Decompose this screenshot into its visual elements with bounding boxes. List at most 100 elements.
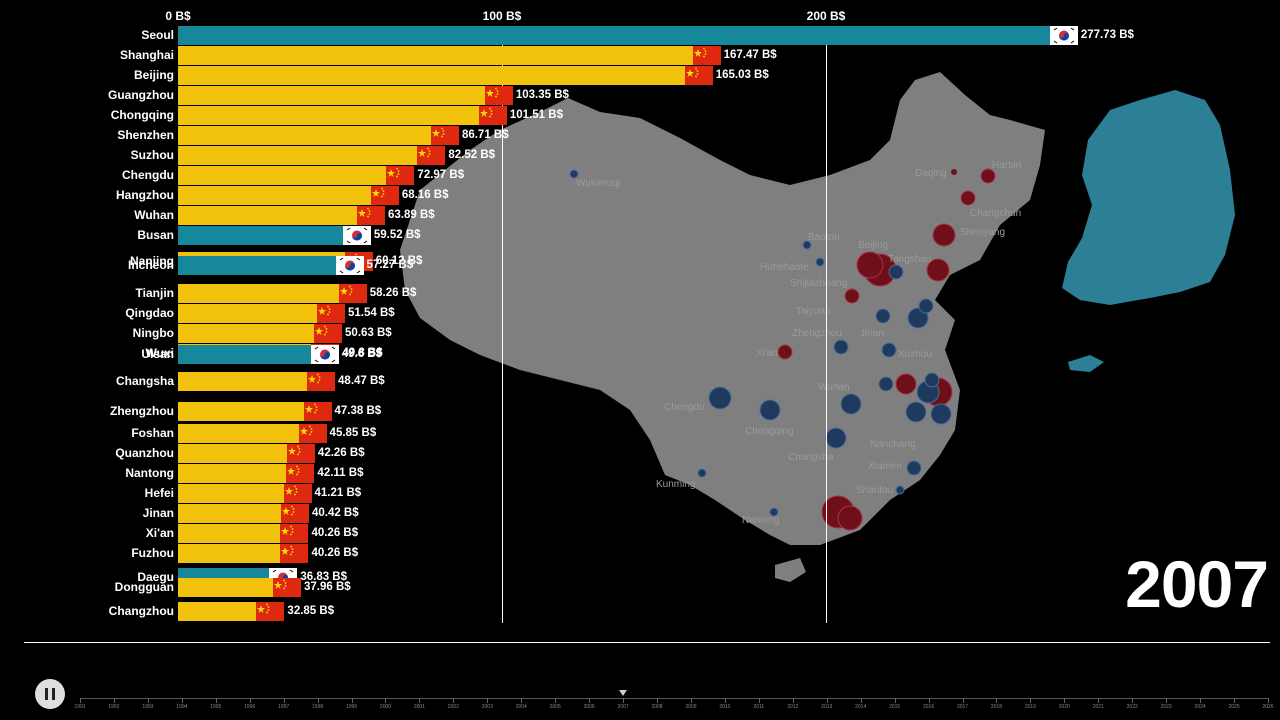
timeline-year-label[interactable]: 1991 — [74, 704, 86, 710]
map-city-label: Shantou — [856, 485, 893, 496]
timeline-tick — [690, 698, 692, 703]
bar-row: Tianjin 58.26 B$ — [0, 284, 1280, 303]
timeline-year-label[interactable]: 2002 — [447, 704, 459, 710]
pause-icon — [45, 688, 48, 700]
china-flag-icon — [430, 126, 459, 145]
timeline-tick — [453, 698, 455, 703]
category-label: Hangzhou — [116, 188, 174, 202]
category-label: Jinan — [142, 506, 174, 520]
timeline-tick — [1234, 698, 1236, 703]
value-label: 59.52 B$ — [373, 229, 421, 241]
hainan-island — [775, 558, 806, 582]
value-label: 57.27 B$ — [366, 259, 414, 271]
bar — [178, 324, 315, 343]
china-flag-icon — [316, 304, 345, 323]
bar — [178, 256, 336, 275]
bar — [178, 186, 371, 205]
timeline-year-label[interactable]: 2020 — [1058, 704, 1070, 710]
timeline-year-label[interactable]: 1992 — [108, 704, 120, 710]
timeline-year-label[interactable]: 2017 — [956, 704, 969, 710]
category-label: Quanzhou — [115, 446, 174, 460]
timeline-year-label[interactable]: 2019 — [1024, 704, 1036, 710]
category-label: Ningbo — [132, 326, 174, 340]
bar-row: Dongguan 37.96 B$ — [0, 578, 1280, 597]
timeline-year-label[interactable]: 1995 — [210, 704, 222, 710]
timeline-year-label[interactable]: 1998 — [312, 704, 324, 710]
value-label: 41.21 B$ — [314, 487, 362, 499]
timeline-year-label[interactable]: 2000 — [379, 704, 392, 710]
timeline-year-label[interactable]: 2026 — [1262, 704, 1274, 710]
timeline-year-label[interactable]: 2014 — [855, 704, 867, 710]
timeline-year-label[interactable]: 2004 — [515, 704, 527, 710]
bar-row: Quanzhou 42.26 B$ — [0, 444, 1280, 463]
value-label: 37.96 B$ — [303, 581, 351, 593]
timeline-year-label[interactable]: 1994 — [176, 704, 188, 710]
bar — [178, 226, 343, 245]
timeline-year-label[interactable]: 2001 — [413, 704, 425, 710]
timeline-scrubber[interactable]: 1991 1992 1993 1994 1995 1996 1997 1998 1999 2000… — [74, 698, 1274, 714]
value-label: 40.26 B$ — [311, 527, 359, 539]
timeline-year-label[interactable]: 2011 — [753, 704, 765, 710]
timeline-year-label[interactable]: 2005 — [549, 704, 561, 710]
value-label: 277.73 B$ — [1080, 29, 1134, 41]
south-korea-flag-icon — [1049, 26, 1078, 45]
timeline-tick — [1200, 698, 1202, 703]
bar — [178, 602, 257, 621]
timeline-year-label[interactable]: 2008 — [651, 704, 663, 710]
value-label: 40.26 B$ — [311, 547, 359, 559]
timeline-year-label[interactable]: 2012 — [787, 704, 799, 710]
timeline-year-label[interactable]: 2006 — [583, 704, 595, 710]
map-city-label: Harbin — [992, 160, 1021, 171]
value-label: 45.85 B$ — [329, 427, 377, 439]
x-tick-label: 0 B$ — [165, 9, 191, 23]
china-flag-icon — [386, 166, 415, 185]
timeline-year-label[interactable]: 1997 — [278, 704, 290, 710]
timeline-year-label[interactable]: 2015 — [889, 704, 901, 710]
timeline-year-label[interactable]: 2010 — [719, 704, 731, 710]
map-city-label: Changchun — [970, 208, 1021, 219]
map-city-label: Kunming — [656, 479, 695, 490]
timeline-year-label[interactable]: 2016 — [923, 704, 935, 710]
timeline-year-label[interactable]: 2003 — [481, 704, 493, 710]
timeline-year-label[interactable]: 1993 — [142, 704, 154, 710]
timeline-tick — [1030, 698, 1032, 703]
gridline — [502, 26, 503, 623]
timeline-year-label[interactable]: 2023 — [1160, 704, 1172, 710]
bar-row: Chongqing 101.51 B$ — [0, 106, 1280, 125]
pause-button[interactable] — [35, 679, 65, 709]
timeline-tick — [792, 698, 794, 703]
value-label: 49.6 B$ — [341, 348, 382, 360]
value-label: 48.47 B$ — [338, 375, 385, 387]
timeline-year-label[interactable]: 2007 — [617, 704, 629, 710]
timeline-year-label[interactable]: 2025 — [1228, 704, 1240, 710]
category-label: Nanjing — [130, 254, 174, 268]
value-label: 58.26 B$ — [369, 287, 417, 299]
korea-map-shape — [1062, 90, 1235, 305]
timeline-year-label[interactable]: 2018 — [990, 704, 1003, 710]
timeline-track[interactable] — [80, 698, 1268, 699]
timeline-year-label[interactable]: 2021 — [1092, 704, 1104, 710]
china-flag-icon — [417, 146, 446, 165]
timeline-year-label[interactable]: 2013 — [821, 704, 833, 710]
map-city-labels: Wulumuqi Daqing Harbin Changchun Shenyang Bao… — [576, 160, 1021, 526]
timeline-year-label[interactable]: 1999 — [345, 704, 358, 710]
bar — [178, 424, 299, 443]
category-label: Guangzhou — [108, 88, 174, 102]
category-label: Tianjin — [135, 286, 174, 300]
timeline-tick — [826, 698, 828, 703]
timeline-year-label[interactable]: 2024 — [1194, 704, 1206, 710]
timeline-year-label[interactable]: 1996 — [244, 704, 256, 710]
bar — [178, 444, 287, 463]
map-city-label: Chengdu — [664, 402, 705, 413]
bar — [178, 166, 387, 185]
timeline-thumb[interactable] — [619, 690, 628, 696]
china-flag-icon — [272, 578, 301, 597]
category-label: Wuhan — [134, 208, 174, 222]
category-label: Changzhou — [108, 604, 174, 618]
timeline-year-label[interactable]: 2009 — [685, 704, 697, 710]
map-city-label: Chongqing — [745, 426, 793, 437]
china-flag-icon — [357, 206, 385, 225]
timeline-year-label[interactable]: 2022 — [1126, 704, 1138, 710]
map-city-label: Wuhan — [818, 382, 850, 393]
